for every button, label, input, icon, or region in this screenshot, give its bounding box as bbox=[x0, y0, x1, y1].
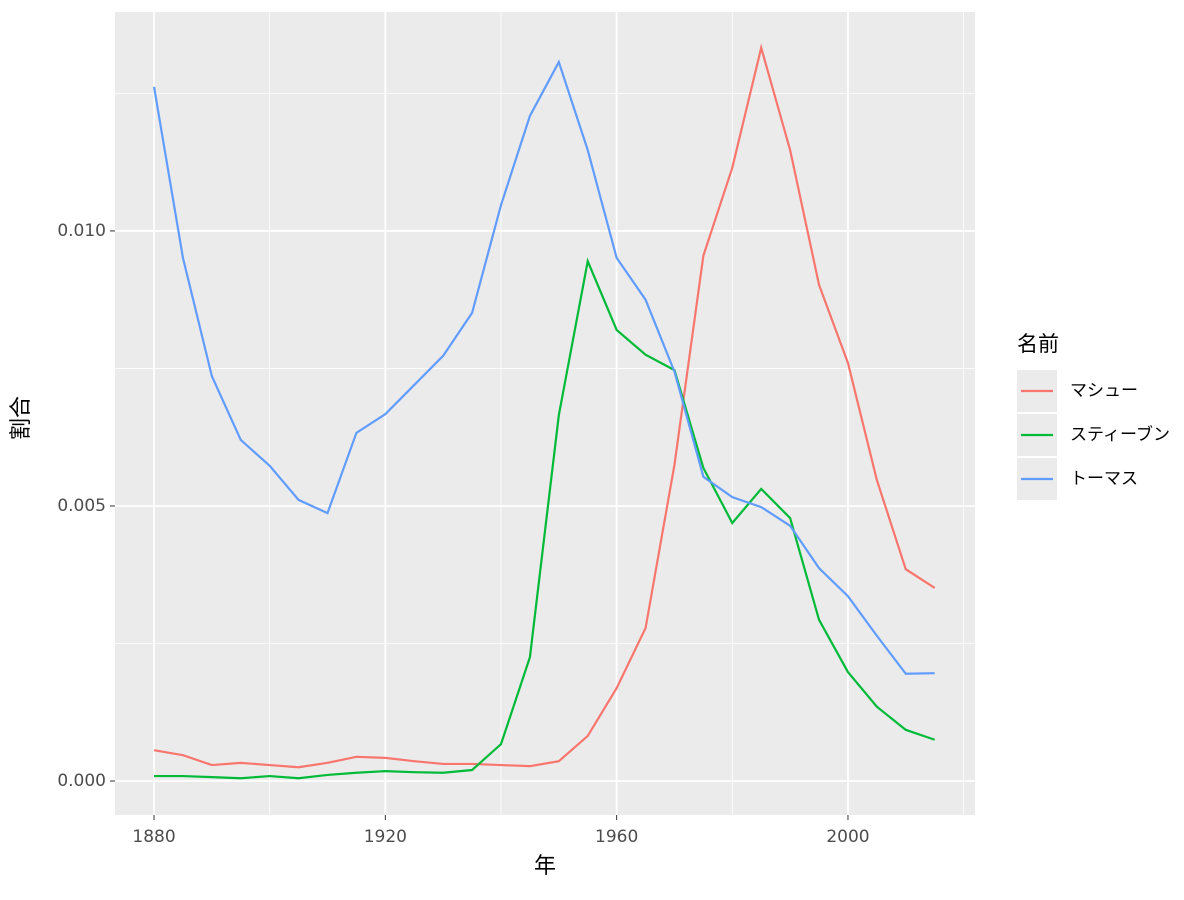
x-tick-label: 1880 bbox=[132, 827, 175, 847]
y-axis-label: 割合 bbox=[9, 396, 34, 440]
legend-label: スティーブン bbox=[1070, 424, 1170, 445]
x-tick-label: 1920 bbox=[364, 827, 407, 847]
x-axis-label: 年 bbox=[534, 854, 556, 879]
legend-title: 名前 bbox=[1017, 332, 1059, 356]
x-tick-label: 2000 bbox=[826, 827, 869, 847]
y-tick-label: 0.010 bbox=[57, 221, 106, 241]
legend-label: マシュー bbox=[1070, 381, 1138, 401]
series-line bbox=[153, 43, 936, 769]
y-tick-label: 0.005 bbox=[57, 496, 106, 516]
x-tick-label: 1960 bbox=[595, 827, 638, 847]
y-tick-label: 0.000 bbox=[57, 771, 106, 791]
series-line bbox=[154, 257, 936, 780]
legend-label: トーマス bbox=[1070, 469, 1138, 489]
series-line bbox=[152, 59, 935, 675]
plot-panel bbox=[115, 12, 975, 815]
